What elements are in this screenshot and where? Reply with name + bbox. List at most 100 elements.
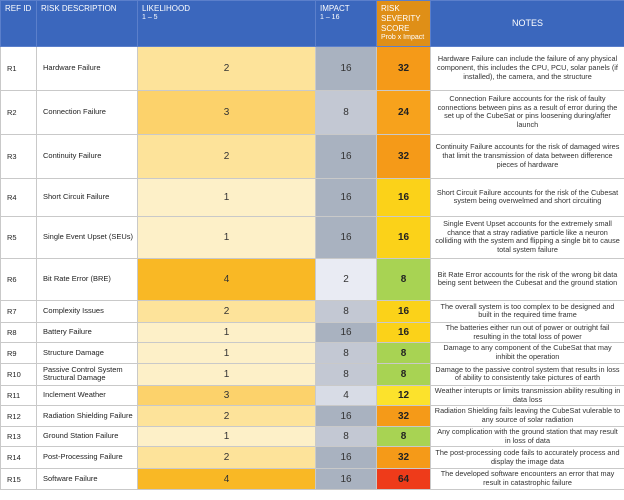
- notes-cell: Continuity Failure accounts for the risk…: [430, 133, 624, 179]
- likelihood-cell: 1: [137, 321, 316, 344]
- likelihood-cell: 2: [137, 133, 316, 179]
- severity-score-cell: 16: [376, 321, 431, 344]
- risk-description-cell: Short Circuit Failure: [36, 177, 138, 217]
- header-impact-label: IMPACT: [320, 4, 350, 13]
- ref-id-cell: R1: [0, 45, 37, 91]
- severity-score-cell: 12: [376, 384, 431, 407]
- notes-cell: Any complication with the ground station…: [430, 425, 624, 448]
- impact-cell: 16: [315, 468, 377, 490]
- notes-cell: Short Circuit Failure accounts for the r…: [430, 177, 624, 217]
- table-row: R4 Short Circuit Failure 1 16 16 Short Circui…: [0, 177, 624, 217]
- impact-cell: 16: [315, 446, 377, 470]
- ref-id-cell: R7: [0, 299, 37, 323]
- risk-description-cell: Post-Processing Failure: [36, 446, 138, 470]
- risk-description-cell: Continuity Failure: [36, 133, 138, 179]
- ref-id-cell: R9: [0, 342, 37, 364]
- impact-cell: 16: [315, 133, 377, 179]
- table-row: R11 Inclement Weather 3 4 12 Weather interupt…: [0, 384, 624, 407]
- likelihood-cell: 2: [137, 405, 316, 427]
- severity-score-cell: 32: [376, 133, 431, 179]
- likelihood-cell: 1: [137, 425, 316, 448]
- severity-score-cell: 8: [376, 425, 431, 448]
- risk-description-cell: Single Event Upset (SEUs): [36, 215, 138, 259]
- header-severity-formula: Prob x Impact: [381, 34, 425, 41]
- table-row: R13 Ground Station Failure 1 8 8 Any complica…: [0, 425, 624, 448]
- header-ref-id: REF ID: [0, 0, 37, 47]
- impact-cell: 8: [315, 425, 377, 448]
- severity-score-cell: 64: [376, 468, 431, 490]
- notes-cell: Weather interupts or limits transmission…: [430, 384, 624, 407]
- notes-cell: Single Event Upset accounts for the extr…: [430, 215, 624, 259]
- severity-score-cell: 16: [376, 299, 431, 323]
- impact-cell: 16: [315, 45, 377, 91]
- table-row: R1 Hardware Failure 2 16 32 Hardware Failure …: [0, 45, 624, 91]
- impact-cell: 8: [315, 89, 377, 135]
- severity-score-cell: 16: [376, 177, 431, 217]
- table-row: R2 Connection Failure 3 8 24 Connection Failu…: [0, 89, 624, 135]
- header-notes: NOTES: [430, 0, 624, 47]
- header-severity-label: RISK SEVERITY SCORE: [381, 4, 421, 33]
- severity-score-cell: 8: [376, 362, 431, 386]
- likelihood-cell: 3: [137, 89, 316, 135]
- header-likelihood: LIKELIHOOD 1 – 5: [137, 0, 316, 47]
- ref-id-cell: R10: [0, 362, 37, 386]
- table-row: R15 Software Failure 4 16 64 The developed so…: [0, 468, 624, 490]
- risk-description-cell: Connection Failure: [36, 89, 138, 135]
- risk-description-cell: Hardware Failure: [36, 45, 138, 91]
- impact-cell: 8: [315, 362, 377, 386]
- notes-cell: The post-processing code fails to accura…: [430, 446, 624, 470]
- table-row: R14 Post-Processing Failure 2 16 32 The post-…: [0, 446, 624, 470]
- likelihood-cell: 2: [137, 45, 316, 91]
- notes-cell: Hardware Failure can include the failure…: [430, 45, 624, 91]
- notes-cell: Bit Rate Error accounts for the risk of …: [430, 257, 624, 301]
- table-row: R9 Structure Damage 1 8 8 Damage to any compo…: [0, 342, 624, 364]
- ref-id-cell: R2: [0, 89, 37, 135]
- severity-score-cell: 32: [376, 405, 431, 427]
- header-impact-range: 1 – 16: [320, 14, 340, 21]
- likelihood-cell: 2: [137, 446, 316, 470]
- impact-cell: 16: [315, 405, 377, 427]
- likelihood-cell: 1: [137, 177, 316, 217]
- table-row: R6 Bit Rate Error (BRE) 4 2 8 Bit Rate Error …: [0, 257, 624, 301]
- ref-id-cell: R14: [0, 446, 37, 470]
- impact-cell: 16: [315, 177, 377, 217]
- table-row: R12 Radiation Shielding Failure 2 16 32 Radia…: [0, 405, 624, 427]
- severity-score-cell: 24: [376, 89, 431, 135]
- risk-description-cell: Complexity Issues: [36, 299, 138, 323]
- notes-cell: The batteries either run out of power or…: [430, 321, 624, 344]
- likelihood-cell: 2: [137, 299, 316, 323]
- likelihood-cell: 3: [137, 384, 316, 407]
- ref-id-cell: R13: [0, 425, 37, 448]
- table-row: R3 Continuity Failure 2 16 32 Continuity Fail…: [0, 133, 624, 179]
- risk-description-cell: Battery Failure: [36, 321, 138, 344]
- header-impact: IMPACT 1 – 16: [315, 0, 377, 47]
- notes-cell: Radiation Shielding fails leaving the Cu…: [430, 405, 624, 427]
- risk-description-cell: Software Failure: [36, 468, 138, 490]
- severity-score-cell: 32: [376, 446, 431, 470]
- likelihood-cell: 1: [137, 342, 316, 364]
- likelihood-cell: 1: [137, 362, 316, 386]
- table-row: R7 Complexity Issues 2 8 16 The overall syste…: [0, 299, 624, 323]
- table-row: R10 Passive Control System Structural Dam…: [0, 362, 624, 386]
- ref-id-cell: R11: [0, 384, 37, 407]
- notes-cell: Damage to the passive control system tha…: [430, 362, 624, 386]
- risk-description-cell: Radiation Shielding Failure: [36, 405, 138, 427]
- likelihood-cell: 4: [137, 257, 316, 301]
- ref-id-cell: R12: [0, 405, 37, 427]
- impact-cell: 16: [315, 215, 377, 259]
- notes-cell: Damage to any component of the CubeSat t…: [430, 342, 624, 364]
- severity-score-cell: 8: [376, 342, 431, 364]
- ref-id-cell: R5: [0, 215, 37, 259]
- risk-description-cell: Structure Damage: [36, 342, 138, 364]
- ref-id-cell: R8: [0, 321, 37, 344]
- ref-id-cell: R15: [0, 468, 37, 490]
- ref-id-cell: R4: [0, 177, 37, 217]
- likelihood-cell: 1: [137, 215, 316, 259]
- header-row: REF ID RISK DESCRIPTION LIKELIHOOD 1 – 5…: [0, 0, 624, 47]
- risk-description-cell: Ground Station Failure: [36, 425, 138, 448]
- impact-cell: 8: [315, 299, 377, 323]
- risk-table-body: R1 Hardware Failure 2 16 32 Hardware Failure …: [0, 45, 624, 490]
- table-row: R5 Single Event Upset (SEUs) 1 16 16 Single E…: [0, 215, 624, 259]
- header-risk-description: RISK DESCRIPTION: [36, 0, 138, 47]
